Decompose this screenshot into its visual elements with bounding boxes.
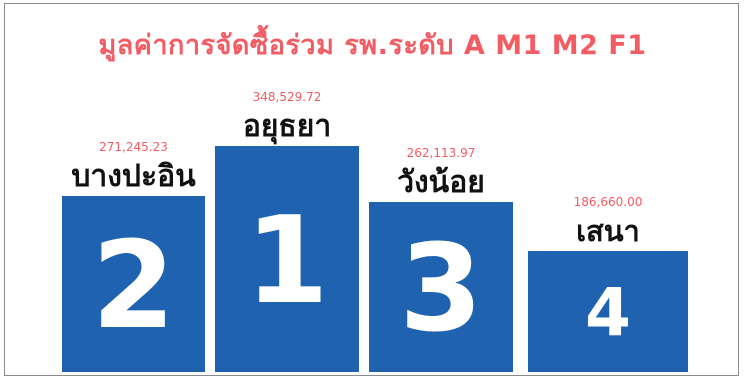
bar-rank-label: 1 <box>245 192 329 331</box>
category-label: อยุธยา <box>243 109 331 145</box>
category-label: เสนา <box>576 214 640 248</box>
bar-rank-label: 3 <box>399 220 483 359</box>
value-label: 348,529.72 <box>253 90 322 104</box>
value-label: 271,245.23 <box>99 140 168 154</box>
value-label: 262,113.97 <box>407 146 476 160</box>
bar-rank-label: 2 <box>92 217 176 356</box>
bar <box>215 146 359 372</box>
bar-group: 2 บางปะอิน 271,245.23 <box>62 140 205 372</box>
chart-title: มูลค่าการจัดซื้อร่วม รพ.ระดับ A M1 M2 F1 <box>98 30 647 61</box>
category-label: วังน้อย <box>397 165 485 200</box>
bar <box>369 202 513 372</box>
value-label: 186,660.00 <box>574 195 643 209</box>
category-label: บางปะอิน <box>71 159 196 194</box>
bar-rank-label: 4 <box>585 274 631 351</box>
bar <box>528 251 688 372</box>
bar-group: 1 อยุธยา 348,529.72 <box>215 90 359 372</box>
bar-group: 3 วังน้อย 262,113.97 <box>369 146 513 372</box>
bar <box>62 196 205 372</box>
bar-group: 4 เสนา 186,660.00 <box>528 195 688 372</box>
